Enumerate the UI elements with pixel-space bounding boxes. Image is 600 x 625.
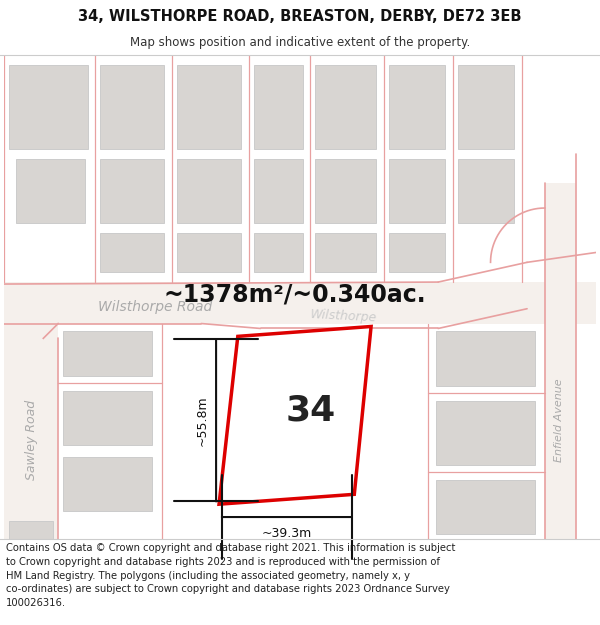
Bar (9, 521, 53, 571)
Bar (254, 65, 303, 149)
Bar (16, 159, 85, 223)
Bar (436, 401, 535, 465)
Text: Map shows position and indicative extent of the property.: Map shows position and indicative extent… (130, 36, 470, 49)
Text: 34: 34 (285, 393, 335, 428)
Polygon shape (219, 326, 371, 504)
Bar (100, 159, 164, 223)
Text: Contains OS data © Crown copyright and database right 2021. This information is : Contains OS data © Crown copyright and d… (6, 544, 455, 608)
Bar (176, 65, 241, 149)
Bar (63, 457, 152, 511)
Bar (100, 65, 164, 149)
Text: ~39.3m: ~39.3m (262, 527, 312, 540)
Text: Wilsthorpe Road: Wilsthorpe Road (98, 300, 212, 314)
Bar (9, 65, 88, 149)
Bar (436, 479, 535, 534)
Bar (436, 331, 535, 386)
Text: Sawley Road: Sawley Road (25, 400, 38, 480)
Bar (458, 159, 514, 223)
Text: Enfield Avenue: Enfield Avenue (554, 379, 563, 462)
Bar (63, 391, 152, 445)
Text: 34, WILSTHORPE ROAD, BREASTON, DERBY, DE72 3EB: 34, WILSTHORPE ROAD, BREASTON, DERBY, DE… (78, 9, 522, 24)
Bar (100, 232, 164, 272)
Bar (315, 232, 376, 272)
Bar (545, 183, 577, 539)
Bar (315, 65, 376, 149)
Bar (4, 324, 58, 539)
Text: ~55.8m: ~55.8m (195, 395, 208, 446)
Bar (389, 232, 445, 272)
Bar (254, 232, 303, 272)
Bar (176, 159, 241, 223)
Bar (254, 159, 303, 223)
Bar (436, 541, 535, 595)
Bar (4, 282, 596, 324)
Bar (389, 159, 445, 223)
Bar (176, 232, 241, 272)
Text: ~1378m²/~0.340ac.: ~1378m²/~0.340ac. (164, 282, 427, 307)
Text: Wilsthorpe: Wilsthorpe (310, 308, 377, 325)
Bar (63, 331, 152, 376)
Bar (389, 65, 445, 149)
Bar (458, 65, 514, 149)
Bar (315, 159, 376, 223)
